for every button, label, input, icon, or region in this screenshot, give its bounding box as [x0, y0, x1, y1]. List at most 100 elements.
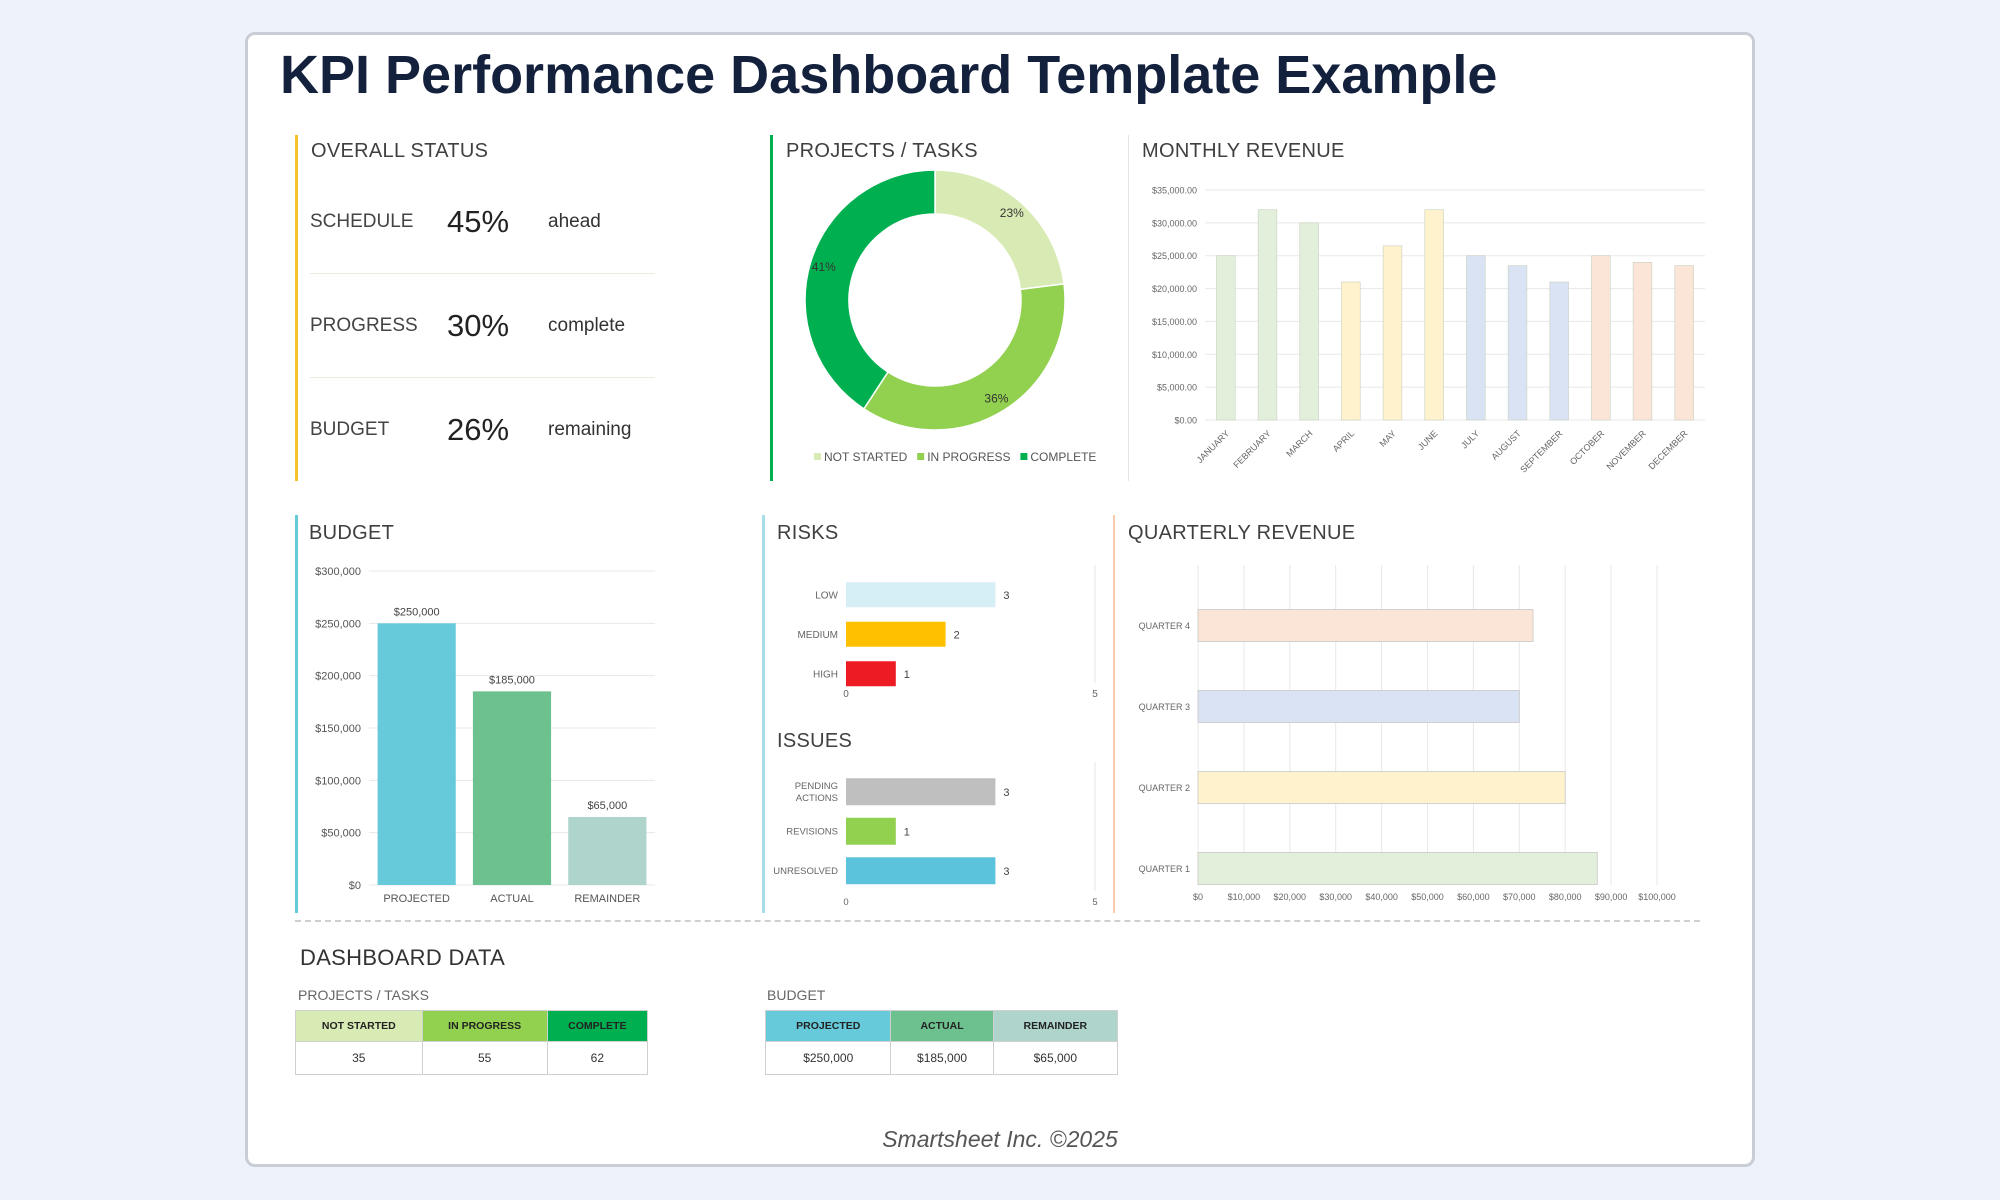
legend-swatch	[814, 453, 821, 460]
x-tick-label: MAY	[1378, 428, 1398, 448]
y-tick-label: UNRESOLVED	[773, 866, 838, 877]
x-tick-label: ACTUAL	[490, 893, 533, 905]
legend-label: IN PROGRESS	[927, 450, 1010, 464]
y-tick-label: PENDING	[795, 781, 838, 792]
y-tick-label: $25,000.00	[1152, 251, 1197, 261]
projects-tasks-title: PROJECTS / TASKS	[786, 140, 978, 162]
legend-label: COMPLETE	[1030, 450, 1096, 464]
x-tick-label: 5	[1092, 689, 1098, 700]
projects-donut-chart: 23% 36% 41% NOT STARTED IN PROGRESS COMPLETE	[804, 169, 1096, 464]
x-tick-label: AUGUST	[1489, 428, 1523, 462]
budget-bar	[568, 816, 647, 885]
y-tick-label: $20,000.00	[1152, 284, 1197, 294]
monthly-revenue-chart: $0.00 $5,000.00 $10,000.00 $15,000.00 $20,00…	[1152, 186, 1705, 475]
x-tick-label: 5	[1092, 897, 1097, 908]
monthly-bar	[1632, 261, 1653, 421]
slice-percent-label: 23%	[1000, 206, 1024, 220]
bar-data-label: 1	[904, 826, 910, 838]
x-tick-label: $50,000	[1411, 892, 1444, 902]
status-row-budget: BUDGET 26% remaining	[310, 378, 655, 482]
y-tick-label: QUARTER 3	[1139, 702, 1190, 712]
status-unit: complete	[548, 315, 626, 336]
bar-data-label: $185,000	[489, 674, 535, 686]
x-tick-label: REMAINDER	[574, 893, 640, 905]
slice-percent-label: 41%	[812, 260, 836, 274]
bar-data-label: $250,000	[394, 606, 440, 618]
status-label: SCHEDULE	[310, 211, 414, 232]
y-tick-label: $30,000.00	[1152, 218, 1197, 228]
projects-table-title: PROJECTS / TASKS	[298, 987, 429, 1003]
table-cell: $185,000	[890, 1041, 994, 1075]
table-cell: 62	[546, 1041, 649, 1075]
monthly-bar	[1466, 255, 1486, 421]
bar-data-label: 3	[1003, 787, 1009, 799]
quarterly-bar	[1197, 690, 1520, 723]
x-tick-label: APRIL	[1331, 428, 1356, 453]
table-header: IN PROGRESS	[421, 1010, 548, 1042]
status-divider	[310, 273, 655, 274]
quarterly-bar	[1197, 771, 1566, 804]
x-tick-label: OCTOBER	[1568, 428, 1607, 467]
donut-slice	[804, 169, 936, 410]
projects-accent-line	[770, 135, 773, 481]
status-label: PROGRESS	[310, 315, 418, 336]
x-tick-label: 0	[843, 897, 848, 908]
x-tick-label: SEPTEMBER	[1518, 428, 1565, 475]
x-tick-label: $60,000	[1457, 892, 1490, 902]
y-tick-label: QUARTER 4	[1139, 621, 1190, 631]
bar-data-label: 2	[954, 629, 960, 641]
monthly-bar	[1382, 245, 1403, 421]
slice-percent-label: 36%	[984, 391, 1008, 405]
issues-bar	[846, 817, 896, 845]
x-tick-label: $40,000	[1365, 892, 1398, 902]
monthly-bar	[1424, 209, 1444, 421]
x-tick-label: MARCH	[1284, 428, 1314, 458]
status-value: 26%	[447, 412, 510, 447]
donut-slice	[934, 169, 1065, 291]
dashboard-data-title: DASHBOARD DATA	[300, 945, 506, 970]
x-tick-label: $10,000	[1228, 892, 1261, 902]
budget-chart: $0 $50,000 $100,000 $150,000 $200,000 $250,00…	[315, 566, 655, 905]
y-tick-label: ACTIONS	[796, 793, 838, 804]
x-tick-label: $80,000	[1549, 892, 1582, 902]
footer-copyright: Smartsheet Inc. ©2025	[882, 1126, 1118, 1152]
y-tick-label: QUARTER 2	[1139, 783, 1190, 793]
x-tick-label: 0	[843, 689, 849, 700]
overall-status-title: OVERALL STATUS	[311, 140, 489, 162]
budget-bar	[472, 691, 552, 885]
y-tick-label: $0	[349, 880, 361, 892]
risks-title: RISKS	[777, 522, 839, 544]
status-row-progress: PROGRESS 30% complete	[310, 274, 655, 378]
status-accent-line	[295, 135, 298, 481]
status-value: 30%	[447, 308, 510, 343]
table-cell: $65,000	[992, 1041, 1119, 1075]
bar-data-label: 3	[1003, 590, 1009, 602]
x-tick-label: JANUARY	[1195, 428, 1232, 465]
table-cell: $250,000	[764, 1041, 892, 1075]
table-header: COMPLETE	[546, 1010, 649, 1042]
issues-bar	[846, 857, 996, 885]
table-header: REMAINDER	[992, 1010, 1119, 1042]
y-tick-label: $15,000.00	[1152, 317, 1197, 327]
y-tick-label: $100,000	[315, 775, 361, 787]
x-tick-label: PROJECTED	[383, 893, 450, 905]
x-tick-label: JUNE	[1416, 428, 1440, 452]
y-tick-label: HIGH	[813, 669, 838, 680]
budget-table-title: BUDGET	[767, 987, 826, 1003]
y-tick-label: $50,000	[321, 828, 361, 840]
monthly-divider	[1128, 135, 1129, 481]
monthly-revenue-title: MONTHLY REVENUE	[1142, 140, 1345, 162]
x-tick-label: NOVEMBER	[1604, 428, 1648, 472]
y-tick-label: $150,000	[315, 723, 361, 735]
monthly-bar	[1299, 222, 1319, 421]
page-title: KPI Performance Dashboard Template Examp…	[280, 45, 1498, 105]
x-tick-label: $70,000	[1503, 892, 1536, 902]
monthly-bar	[1549, 281, 1569, 421]
section-divider	[295, 920, 1700, 922]
x-tick-label: JULY	[1459, 428, 1481, 450]
budget-data-table: PROJECTED ACTUAL REMAINDER $250,000 $185…	[764, 1010, 1119, 1075]
y-tick-label: $0.00	[1174, 416, 1197, 426]
monthly-bar	[1674, 265, 1694, 421]
monthly-bar	[1341, 281, 1361, 421]
